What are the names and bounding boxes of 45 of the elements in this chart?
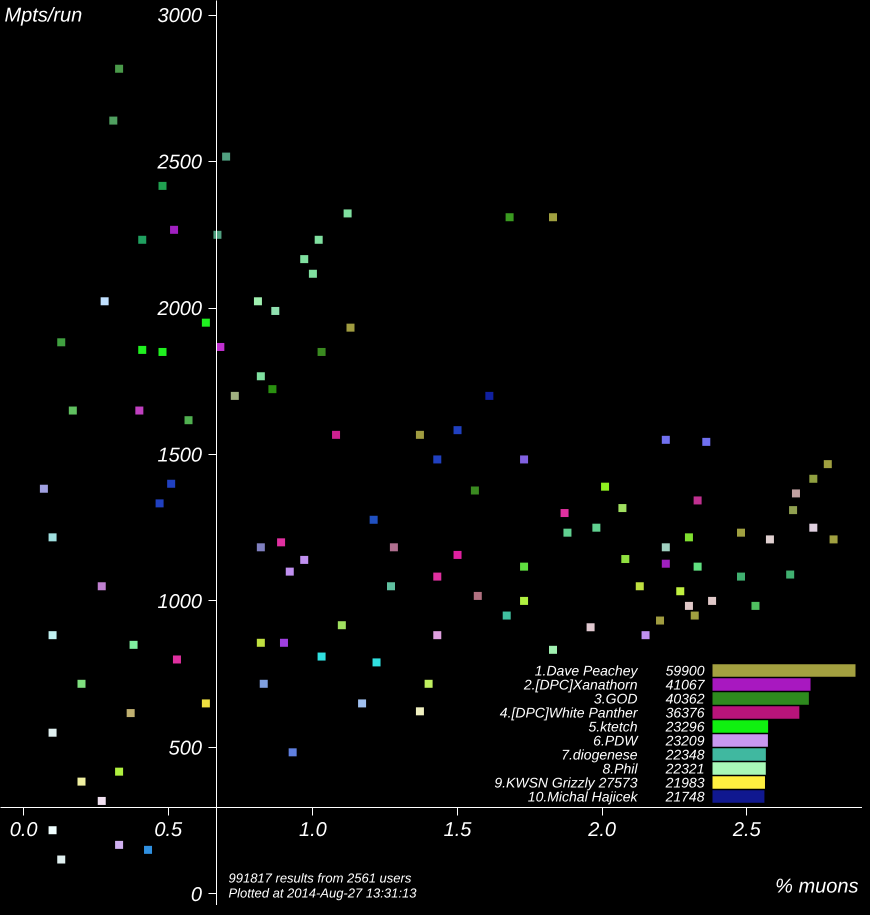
- bar: [712, 748, 766, 761]
- annotation: 991817 results from 2561 users: [228, 870, 412, 886]
- x-tick-label: 2.5: [732, 818, 762, 841]
- data-label: 23209: [664, 732, 705, 748]
- y-tick-label: 9.KWSN Grizzly 27573: [494, 774, 638, 790]
- x-tick-label: 1.5: [444, 818, 472, 841]
- data-label: 41067: [666, 676, 706, 692]
- y-tick-label: 3000: [158, 5, 202, 28]
- data-label: 22348: [664, 746, 705, 762]
- y-tick-label: 3.GOD: [594, 690, 638, 706]
- bar: [712, 776, 765, 789]
- bar: [712, 762, 766, 775]
- data-label: 23296: [664, 718, 705, 734]
- y-tick-label: 500: [168, 737, 202, 760]
- x-tick-label: 2.0: [587, 818, 616, 841]
- data-label: 21983: [664, 774, 705, 790]
- y-tick-label: 2500: [156, 152, 202, 174]
- y-tick-label: 1000: [158, 590, 202, 613]
- y-tick-label: 4.[DPC]White Panther: [500, 704, 639, 720]
- annotation: Plotted at 2014-Aug-27 13:31:13: [228, 886, 418, 900]
- bar: [712, 664, 856, 677]
- bar: [712, 790, 764, 803]
- data-label: 21748: [664, 788, 705, 804]
- x-axis-title: % muons: [775, 876, 859, 898]
- y-tick-label: 7.diogenese: [561, 746, 638, 762]
- bar: [712, 734, 768, 747]
- y-tick-label: 2000: [156, 298, 202, 320]
- y-tick-label: 5.ktetch: [588, 718, 638, 734]
- y-tick-label: 0: [190, 884, 202, 906]
- data-label: 36376: [666, 704, 705, 720]
- y-tick-label: 1.Dave Peachey: [534, 662, 638, 678]
- y-tick-label: 1500: [158, 444, 202, 466]
- y-axis-title: Mpts/run: [4, 4, 82, 26]
- bar: [712, 692, 809, 705]
- x-tick-label: 1.0: [299, 818, 327, 841]
- x-tick-label: 0.0: [10, 818, 38, 841]
- data-label: 22321: [664, 760, 705, 776]
- bar: [712, 706, 800, 719]
- data-label: 59900: [666, 662, 705, 678]
- data-label: 40362: [666, 690, 705, 706]
- bar: [712, 720, 768, 733]
- x-tick-label: 0.5: [154, 818, 184, 841]
- bar: [712, 678, 811, 691]
- y-tick-label: 6.PDW: [593, 732, 640, 748]
- y-tick-label: 8.Phil: [602, 760, 638, 776]
